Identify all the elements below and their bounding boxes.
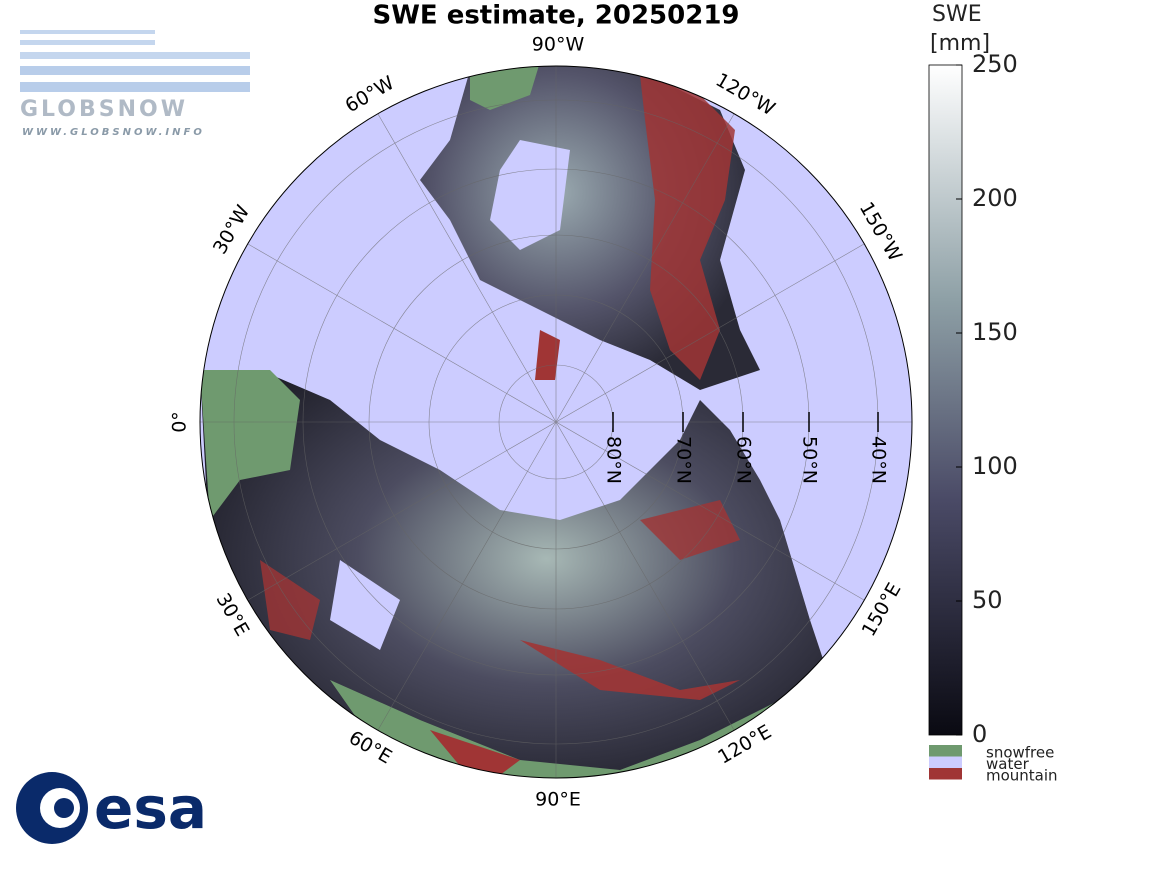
latitude-label: 70°N [673, 436, 695, 484]
colorbar [928, 64, 963, 736]
esa-text: esa [94, 774, 207, 842]
latitude-label: 50°N [799, 436, 821, 484]
legend-label: water [986, 755, 1030, 773]
esa-logo: esa [16, 772, 207, 844]
legend-swatch [929, 745, 962, 757]
globsnow-text: GLOBSNOW [20, 97, 188, 122]
colorbar-tick-label: 50 [972, 586, 1003, 614]
legend-label: snowfree [986, 744, 1054, 762]
latitude-label: 80°N [603, 436, 625, 484]
colorbar-label: [mm] [930, 31, 990, 56]
map-frame [199, 65, 913, 779]
colorbar-tick-label: 0 [972, 720, 987, 748]
map [200, 66, 912, 778]
latitude-label: 40°N [868, 436, 890, 484]
title: SWE estimate, 20250219 [372, 1, 739, 31]
longitude-label: 90°W [532, 34, 585, 56]
latitude-label: 60°N [733, 436, 755, 484]
legend-swatch [929, 768, 962, 780]
colorbar-tick-label: 100 [972, 452, 1018, 480]
colorbar-tick-label: 200 [972, 184, 1018, 212]
colorbar-label: SWE [932, 2, 982, 27]
globsnow-url: WWW.GLOBSNOW.INFO [22, 127, 205, 138]
colorbar-tick-label: 150 [972, 318, 1018, 346]
legend-swatch [929, 756, 962, 768]
globsnow-logo: GLOBSNOW WWW.GLOBSNOW.INFO [20, 30, 250, 138]
longitude-label: 0° [169, 411, 191, 433]
legend-label: mountain [986, 767, 1058, 785]
longitude-label: 90°E [535, 789, 581, 811]
colorbar-tick-label: 250 [972, 50, 1018, 78]
